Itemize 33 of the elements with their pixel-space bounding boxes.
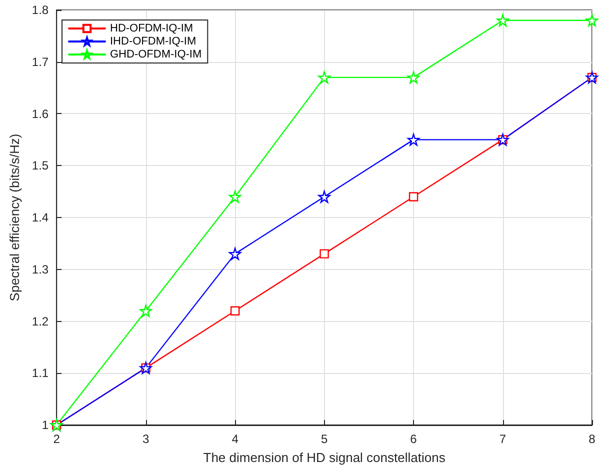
x-tick-label: 3 (142, 432, 150, 446)
legend-label: GHD-OFDM-IQ-IM (110, 48, 202, 60)
y-tick-label: 1.2 (32, 314, 49, 328)
legend-label: IHD-OFDM-IQ-IM (110, 36, 196, 48)
x-tick-label: 2 (53, 432, 60, 446)
point (228, 190, 242, 203)
point (228, 248, 242, 260)
point (496, 14, 509, 26)
y-tick-label: 1 (42, 418, 49, 432)
point (320, 249, 329, 258)
y-tick-label: 1.7 (32, 54, 49, 69)
x-tick-label: 6 (410, 432, 418, 446)
x-axis-title: The dimension of HD signal constellations (203, 450, 446, 465)
y-axis-title: Spectral efficiency (bits/s/Hz) (7, 134, 22, 302)
point (408, 192, 418, 202)
point (318, 71, 330, 84)
point (407, 134, 420, 146)
x-tick-label: 5 (320, 432, 328, 446)
y-tick-label: 1.3 (32, 262, 49, 276)
legend-label: HD-OFDM-IQ-IM (110, 22, 194, 34)
x-tick-label: 7 (499, 432, 506, 446)
point (140, 304, 152, 317)
x-tick-label: 4 (232, 432, 239, 446)
x-tick-label: 8 (588, 432, 596, 446)
point (407, 71, 420, 84)
y-tick-label: 1.1 (32, 366, 49, 380)
y-tick-label: 1.4 (32, 210, 49, 224)
point (230, 306, 240, 316)
y-tick-label: 1.5 (32, 158, 49, 173)
point (586, 14, 598, 26)
point (318, 190, 330, 203)
y-tick-label: 1.8 (32, 3, 49, 17)
y-tick-label: 1.6 (32, 106, 49, 121)
